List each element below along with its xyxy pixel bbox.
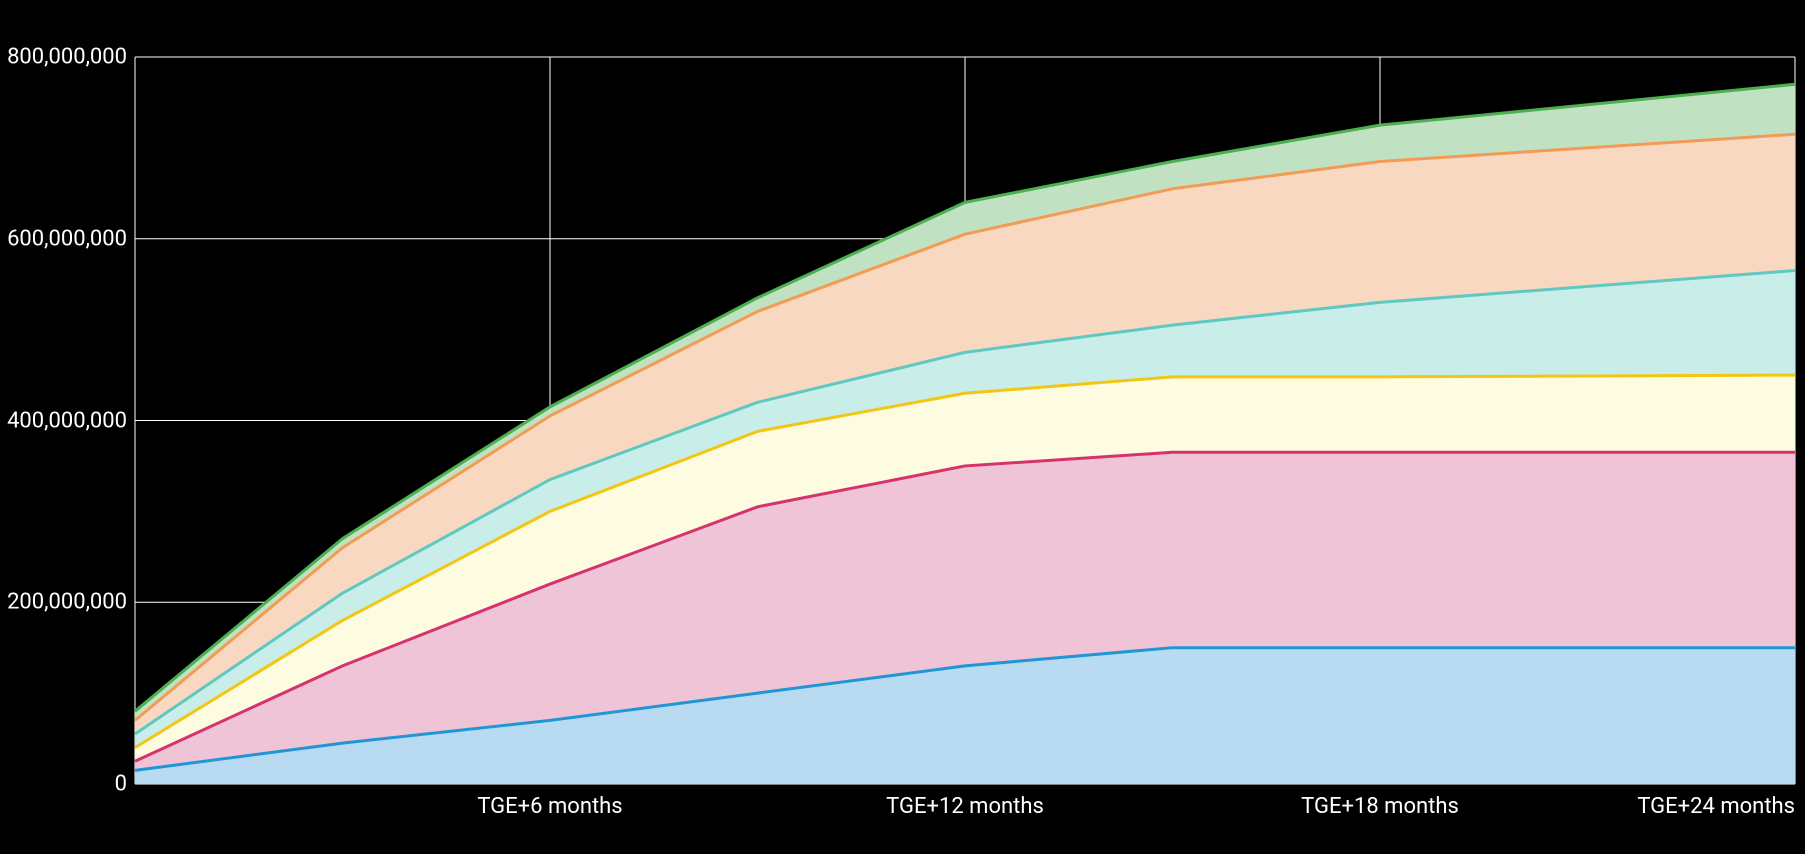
x-tick-label: TGE+12 months (886, 794, 1044, 819)
y-tick-label: 600,000,000 (7, 226, 127, 251)
y-tick-label: 200,000,000 (7, 590, 127, 615)
vesting-area-chart: 0 200,000,000 400,000,000 600,000,000 800,00… (0, 0, 1805, 854)
x-tick-label: TGE+6 months (477, 794, 622, 819)
y-tick-label: 0 (115, 772, 127, 797)
x-tick-label: TGE+18 months (1301, 794, 1459, 819)
y-tick-label: 400,000,000 (7, 408, 127, 433)
x-tick-label: TGE+24 months (1637, 794, 1795, 819)
y-tick-label: 800,000,000 (7, 45, 127, 70)
chart-svg (0, 0, 1805, 854)
